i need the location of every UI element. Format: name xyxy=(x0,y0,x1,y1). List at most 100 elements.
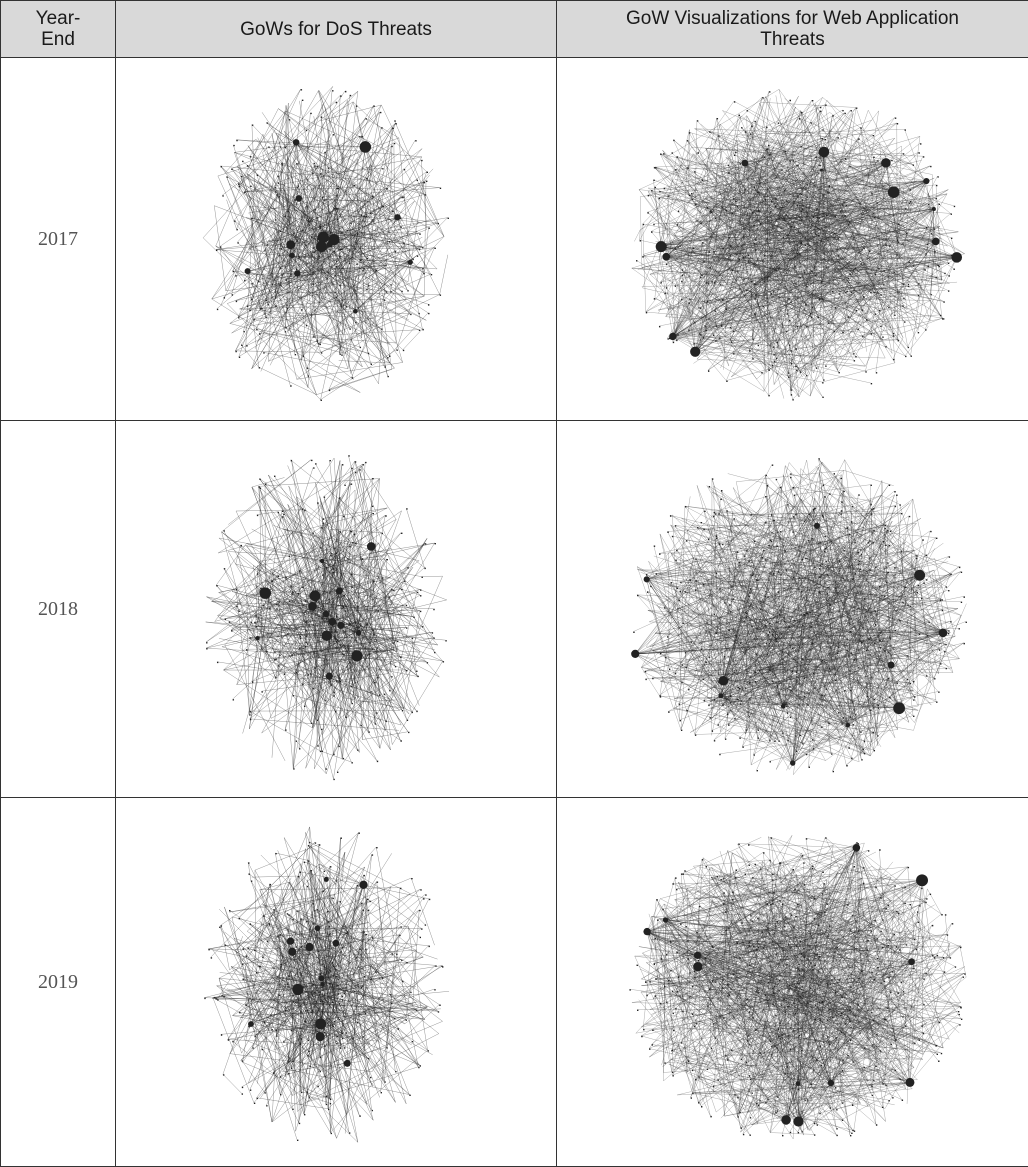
graph-hub-node xyxy=(914,570,925,581)
graph-hub-node xyxy=(344,1060,351,1067)
graph-hub-node xyxy=(286,240,295,249)
graph-hub-node xyxy=(288,948,296,956)
web-graph-2017 xyxy=(557,58,1028,420)
graph-hub-node xyxy=(656,241,667,252)
graph-hub-node xyxy=(719,676,729,686)
graph-hub-node xyxy=(669,333,676,340)
graph-hub-node xyxy=(394,214,400,220)
graph-hub-node xyxy=(916,875,928,887)
graph-hub-node xyxy=(951,252,962,263)
graph-hub-node xyxy=(259,588,271,600)
graph-hub-node xyxy=(316,241,327,252)
graph-hub-node xyxy=(932,207,936,211)
graph-hub-node xyxy=(315,1019,326,1030)
header-row: Year- End GoWs for DoS Threats GoW Visua… xyxy=(1,1,1028,58)
web-graph-2019 xyxy=(557,798,1028,1165)
graph-hub-node xyxy=(315,926,321,932)
graph-hub-node xyxy=(289,253,294,258)
graph-hub-node xyxy=(324,877,329,882)
graph-edges xyxy=(632,89,965,399)
web-graph-cell xyxy=(557,421,1028,798)
graph-hub-node xyxy=(310,591,321,602)
graph-hub-node xyxy=(255,636,259,640)
graph-hub-node xyxy=(819,147,830,158)
graph-hub-node xyxy=(742,160,749,167)
year-cell: 2019 xyxy=(1,798,116,1166)
graph-hub-node xyxy=(305,943,313,951)
graph-hub-node xyxy=(248,1022,254,1028)
header-web-app-threats: GoW Visualizations for Web Application T… xyxy=(557,1,1028,58)
web-graph-cell xyxy=(557,58,1028,421)
graph-hub-node xyxy=(359,881,367,889)
web-graph-2018 xyxy=(557,421,1028,797)
graph-hub-node xyxy=(326,673,333,680)
graph-hub-node xyxy=(321,982,325,986)
graph-hub-node xyxy=(308,602,317,611)
graph-hub-node xyxy=(881,158,891,168)
graph-hub-node xyxy=(321,631,331,641)
graph-hub-node xyxy=(287,938,294,945)
graph-hub-node xyxy=(294,270,300,276)
graph-hub-node xyxy=(796,1082,801,1087)
graph-hub-node xyxy=(367,542,376,551)
graph-hub-node xyxy=(690,347,700,357)
graph-hub-node xyxy=(356,631,361,636)
graph-hub-node xyxy=(905,1078,914,1087)
graph-hub-node xyxy=(694,952,701,959)
graph-hub-node xyxy=(939,629,948,638)
graph-hub-node xyxy=(814,523,820,529)
year-cell: 2018 xyxy=(1,421,116,798)
graph-hub-node xyxy=(790,761,795,766)
graph-hub-node xyxy=(781,1116,791,1126)
graph-hub-node xyxy=(318,976,324,982)
graph-hub-node xyxy=(644,576,650,582)
graph-hub-node xyxy=(888,662,895,669)
graph-hub-node xyxy=(663,918,668,923)
graph-hub-node xyxy=(781,704,786,709)
graph-hub-node xyxy=(336,588,343,595)
graph-hub-node xyxy=(828,1080,834,1086)
graph-hub-node xyxy=(408,260,413,265)
header-year-end: Year- End xyxy=(1,1,116,58)
dos-graph-cell xyxy=(116,58,557,421)
graph-hub-node xyxy=(853,844,861,852)
table-row: 2017 xyxy=(1,58,1028,421)
graph-hub-node xyxy=(337,622,344,629)
dos-graph-2018 xyxy=(116,421,556,797)
graph-hub-node xyxy=(293,139,300,146)
dos-graph-2019 xyxy=(116,798,556,1165)
graph-hub-node xyxy=(320,559,324,563)
header-dos-threats: GoWs for DoS Threats xyxy=(116,1,557,58)
graph-hub-node xyxy=(908,959,915,966)
graph-hub-node xyxy=(245,268,251,274)
graph-hub-node xyxy=(631,650,639,658)
table-row: 2018 xyxy=(1,421,1028,798)
graph-hub-node xyxy=(693,962,702,971)
graph-hub-node xyxy=(323,611,330,618)
web-graph-cell xyxy=(557,798,1028,1166)
graph-hub-node xyxy=(327,241,333,247)
graph-hub-node xyxy=(845,723,850,728)
graph-hub-node xyxy=(923,178,929,184)
graph-hub-node xyxy=(662,253,670,261)
graph-hub-node xyxy=(292,984,303,995)
graph-hub-node xyxy=(295,195,302,202)
graph-hub-node xyxy=(351,651,362,662)
dos-graph-2017 xyxy=(116,58,556,420)
table-row: 2019 xyxy=(1,798,1028,1166)
graph-hub-node xyxy=(360,141,372,153)
graph-hub-node xyxy=(932,238,940,246)
graph-hub-node xyxy=(893,703,905,715)
dos-graph-cell xyxy=(116,421,557,798)
dos-graph-cell xyxy=(116,798,557,1166)
graph-hub-node xyxy=(318,232,329,243)
graph-hub-node xyxy=(316,1032,325,1041)
graph-edges xyxy=(204,827,449,1142)
graph-hub-node xyxy=(888,186,900,198)
graph-edges xyxy=(629,836,966,1140)
year-cell: 2017 xyxy=(1,58,116,421)
graph-hub-node xyxy=(643,928,650,935)
graph-hub-node xyxy=(718,694,723,699)
graph-edges xyxy=(633,458,966,774)
